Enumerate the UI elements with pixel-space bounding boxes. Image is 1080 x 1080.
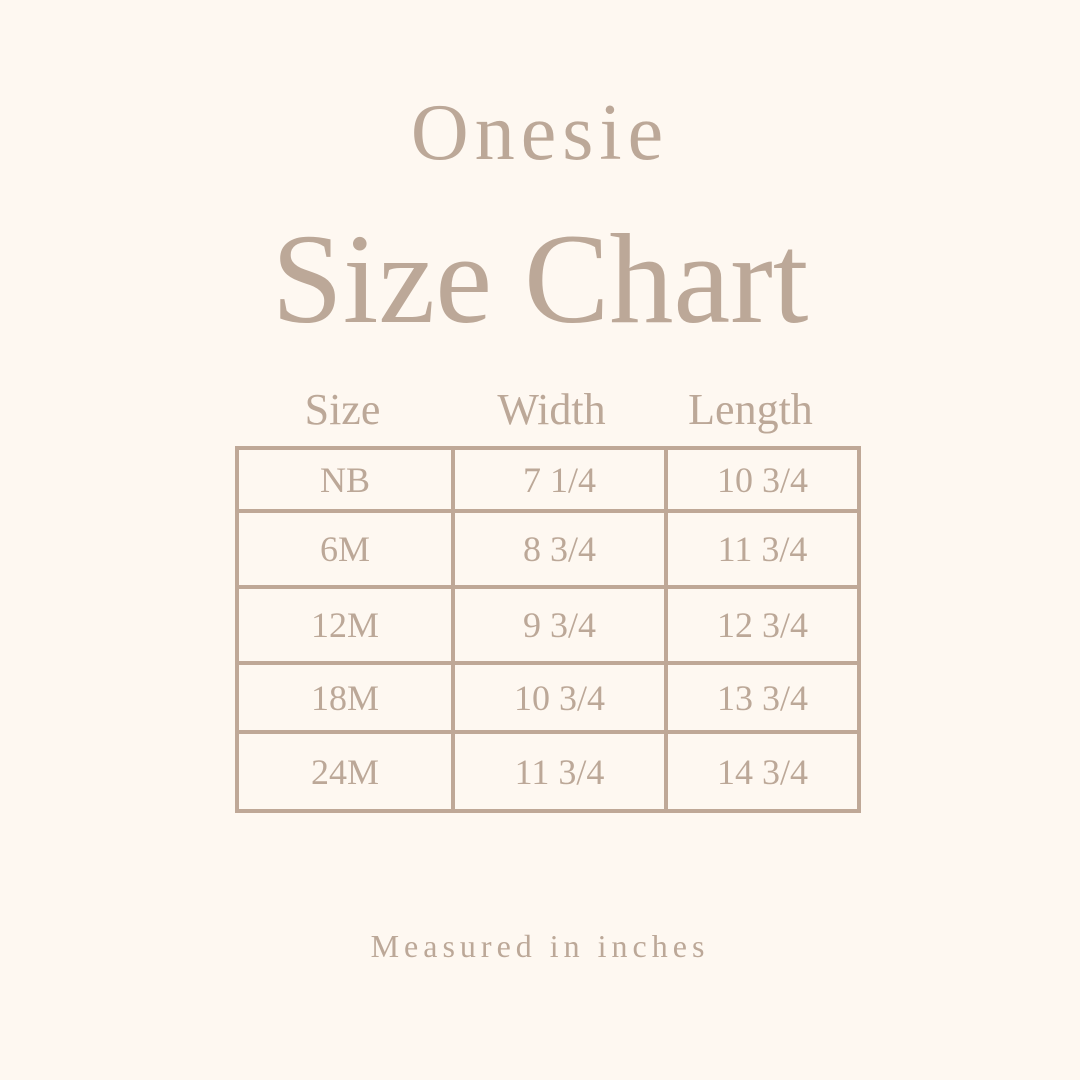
header-length: Length bbox=[688, 385, 813, 434]
header-width: Width bbox=[497, 385, 606, 434]
cell-length: 10 3/4 bbox=[664, 446, 861, 513]
cell-size: 18M bbox=[235, 661, 455, 734]
footnote: Measured in inches bbox=[370, 928, 710, 964]
cell-size: NB bbox=[235, 446, 455, 513]
table-row: 24M 11 3/4 14 3/4 bbox=[235, 730, 861, 813]
cell-width: 8 3/4 bbox=[451, 509, 668, 589]
header-size: Size bbox=[304, 385, 381, 434]
cell-length: 14 3/4 bbox=[664, 730, 861, 813]
cell-width: 9 3/4 bbox=[451, 585, 668, 665]
cell-size: 6M bbox=[235, 509, 455, 589]
cell-size: 12M bbox=[235, 585, 455, 665]
cell-width: 7 1/4 bbox=[451, 446, 668, 513]
title-onesie: Onesie bbox=[410, 89, 670, 177]
table-row: 18M 10 3/4 13 3/4 bbox=[235, 661, 861, 734]
cell-length: 12 3/4 bbox=[664, 585, 861, 665]
title-size-chart: Size Chart bbox=[271, 208, 809, 350]
table-row: 6M 8 3/4 11 3/4 bbox=[235, 509, 861, 589]
table-row: NB 7 1/4 10 3/4 bbox=[235, 446, 861, 513]
cell-length: 13 3/4 bbox=[664, 661, 861, 734]
table-row: 12M 9 3/4 12 3/4 bbox=[235, 585, 861, 665]
cell-size: 24M bbox=[235, 730, 455, 813]
cell-width: 10 3/4 bbox=[451, 661, 668, 734]
size-table: NB 7 1/4 10 3/4 6M 8 3/4 11 3/4 12M 9 3/4 12 3/4… bbox=[235, 446, 861, 813]
cell-length: 11 3/4 bbox=[664, 509, 861, 589]
cell-width: 11 3/4 bbox=[451, 730, 668, 813]
